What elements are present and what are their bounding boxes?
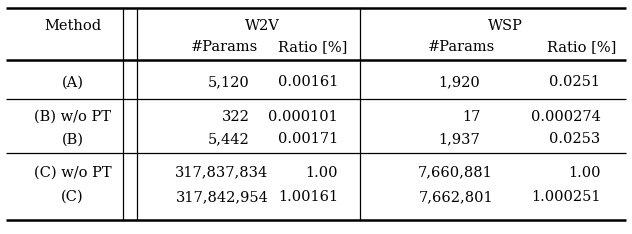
Text: (C) w/o PT: (C) w/o PT [34,166,111,180]
Text: 317,837,834: 317,837,834 [175,166,269,180]
Text: (B) w/o PT: (B) w/o PT [34,110,111,124]
Text: Method: Method [44,19,101,33]
Text: (B): (B) [62,132,83,146]
Text: 5,120: 5,120 [208,75,250,89]
Text: 1.000251: 1.000251 [531,190,600,204]
Text: WSP: WSP [488,19,523,33]
Text: 322: 322 [222,110,250,124]
Text: 0.0253: 0.0253 [549,132,600,146]
Text: 0.00161: 0.00161 [277,75,338,89]
Text: 5,442: 5,442 [208,132,250,146]
Text: 1,920: 1,920 [439,75,480,89]
Text: 1.00161: 1.00161 [278,190,338,204]
Text: 317,842,954: 317,842,954 [176,190,269,204]
Text: Ratio [%]: Ratio [%] [278,40,348,54]
Text: 1,937: 1,937 [439,132,480,146]
Text: W2V: W2V [245,19,280,33]
Text: #Params: #Params [191,40,258,54]
Text: #Params: #Params [428,40,495,54]
Text: 0.000101: 0.000101 [269,110,338,124]
Text: 0.000274: 0.000274 [530,110,600,124]
Text: (A): (A) [62,75,83,89]
Text: 7,660,881: 7,660,881 [418,166,493,180]
Text: (C): (C) [61,190,84,204]
Text: 17: 17 [462,110,480,124]
Text: 7,662,801: 7,662,801 [418,190,493,204]
Text: 0.0251: 0.0251 [549,75,600,89]
Text: Ratio [%]: Ratio [%] [547,40,616,54]
Text: 1.00: 1.00 [568,166,600,180]
Text: 1.00: 1.00 [306,166,338,180]
Text: 0.00171: 0.00171 [278,132,338,146]
